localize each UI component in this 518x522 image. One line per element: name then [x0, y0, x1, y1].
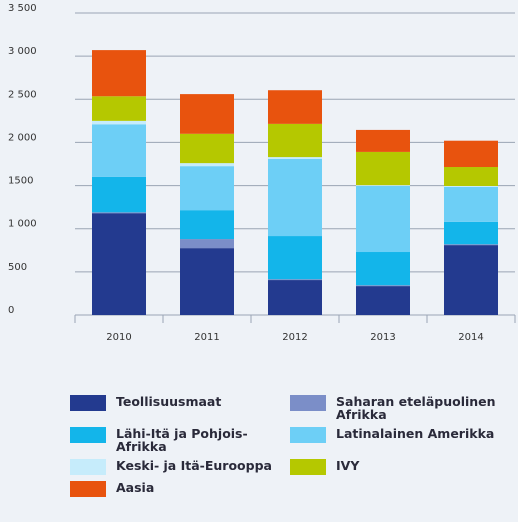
bar-segment: [268, 279, 322, 281]
bar-segment: [444, 140, 498, 168]
legend-item: Saharan eteläpuolinen Afrikka: [290, 395, 510, 421]
bar-segment: [180, 166, 234, 211]
legend-item: Keski- ja Itä-Eurooppa: [70, 459, 290, 475]
bar-segment: [444, 221, 498, 245]
bar-segment: [444, 245, 498, 315]
legend-label: Keski- ja Itä-Eurooppa: [116, 458, 272, 473]
bar-segment: [180, 94, 234, 134]
bar-segment: [92, 96, 146, 121]
y-tick-label: 3 500: [8, 3, 37, 14]
x-tick-label: 2013: [370, 332, 395, 343]
legend-label: Teollisuusmaat: [116, 394, 222, 409]
chart: 0 500 1 000 1500 2 000 2 500 3 000 3 500 2010 201…: [8, 3, 516, 343]
y-tick-label: 500: [8, 262, 27, 273]
bar-segment: [356, 252, 410, 286]
bar-segment: [356, 129, 410, 152]
legend-swatch: [70, 459, 106, 475]
bar-segment: [92, 176, 146, 213]
y-tick-label: 0: [8, 305, 14, 316]
bar-segment: [92, 50, 146, 97]
legend-label: Latinalainen Amerikka: [336, 426, 495, 441]
bar-segment: [268, 90, 322, 124]
y-tick-label: 2 500: [8, 89, 37, 100]
legend-label: Lähi-Itä ja Pohjois-Afrikka: [116, 426, 248, 454]
y-tick-label: 1500: [8, 176, 33, 187]
y-tick-label: 3 000: [8, 46, 37, 57]
bar-segment: [92, 212, 146, 214]
x-tick-label: 2014: [458, 332, 483, 343]
bar-segment: [92, 213, 146, 315]
bar-segment: [268, 236, 322, 280]
x-tick-label: 2010: [106, 332, 131, 343]
legend-swatch: [290, 395, 326, 411]
bar-segment: [180, 163, 234, 167]
legend-label: Saharan eteläpuolinen Afrikka: [336, 394, 496, 422]
bar-segment: [356, 286, 410, 315]
legend-swatch: [290, 427, 326, 443]
bar-segment: [356, 186, 410, 253]
bar-segment: [268, 157, 322, 159]
bar-segment: [92, 120, 146, 125]
bar-segment: [180, 210, 234, 240]
bar-segment: [180, 133, 234, 164]
bar-segment: [92, 124, 146, 177]
bar-segment: [444, 167, 498, 187]
bar-segment: [444, 186, 498, 222]
legend-swatch: [70, 427, 106, 443]
bar-segment: [268, 280, 322, 315]
legend-swatch: [290, 459, 326, 475]
legend-label: IVY: [336, 458, 360, 473]
legend: Teollisuusmaat Saharan eteläpuolinen Afri…: [70, 395, 510, 497]
bar-segment: [356, 285, 410, 287]
legend-label: Aasia: [116, 480, 155, 495]
y-tick-label: 2 000: [8, 132, 37, 143]
legend-item: Aasia: [70, 481, 290, 497]
legend-swatch: [70, 481, 106, 497]
bar-segment: [180, 239, 234, 249]
legend-item: IVY: [290, 459, 510, 475]
bar-segment: [356, 185, 410, 187]
bar-segment: [268, 123, 322, 158]
bar-segment: [444, 186, 498, 187]
y-tick-label: 1 000: [8, 219, 37, 230]
bar-segment: [268, 158, 322, 237]
legend-item: Lähi-Itä ja Pohjois-Afrikka: [70, 427, 290, 453]
x-tick-label: 2012: [282, 332, 307, 343]
legend-swatch: [70, 395, 106, 411]
bar-segment: [444, 244, 498, 246]
bar-segment: [180, 248, 234, 315]
x-tick-label: 2011: [194, 332, 219, 343]
legend-item: Teollisuusmaat: [70, 395, 290, 421]
legend-item: Latinalainen Amerikka: [290, 427, 510, 453]
bar-segment: [356, 151, 410, 186]
